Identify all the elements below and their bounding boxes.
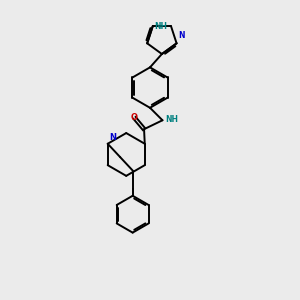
Text: NH: NH: [165, 115, 178, 124]
Text: NH: NH: [154, 22, 167, 31]
Text: N: N: [109, 133, 116, 142]
Text: N: N: [178, 31, 184, 40]
Text: O: O: [131, 113, 138, 122]
